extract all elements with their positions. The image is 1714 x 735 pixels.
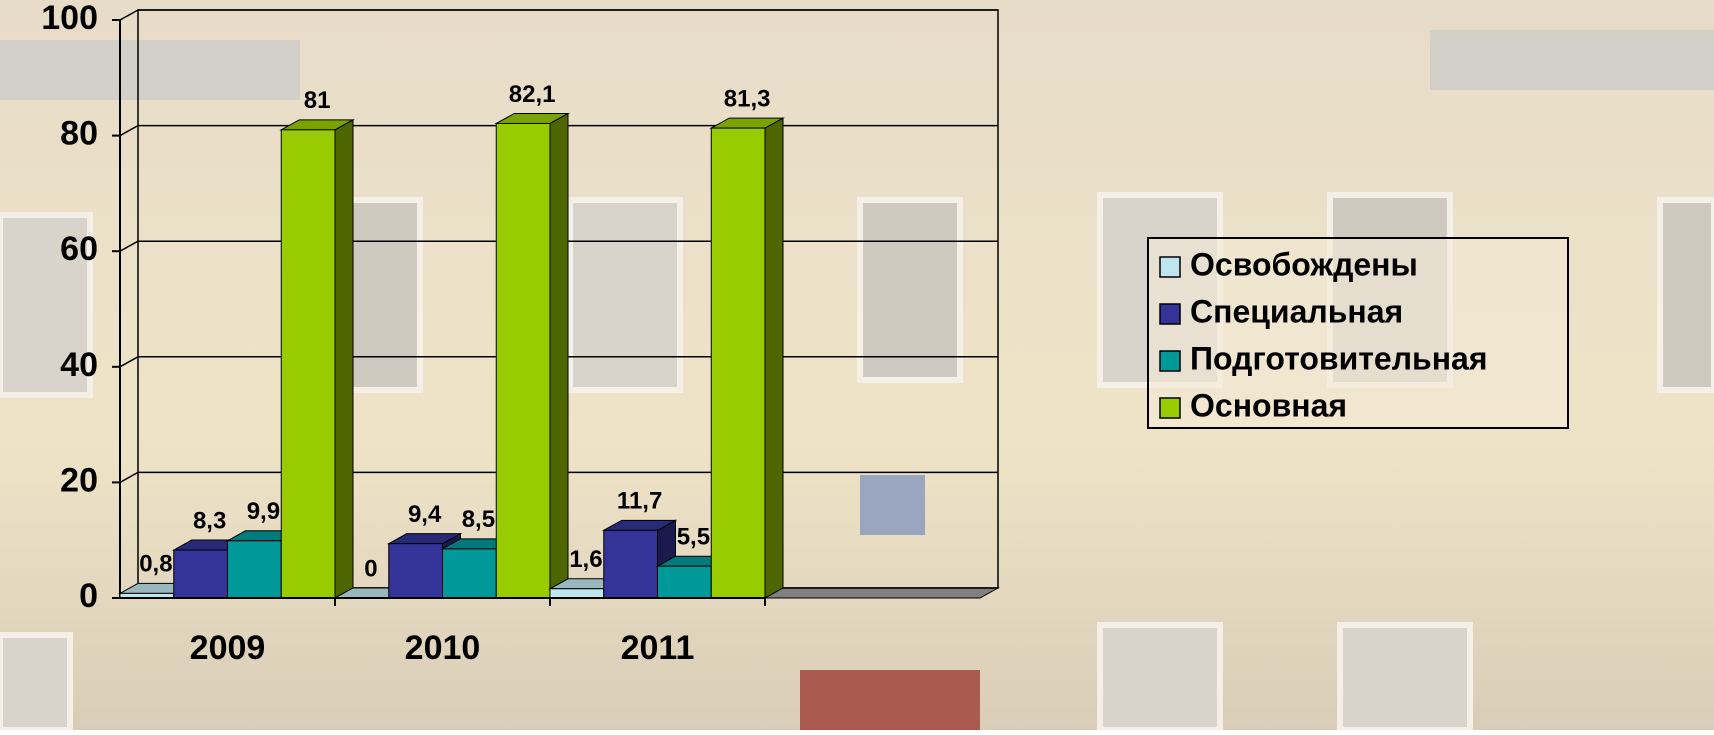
x-tick-label: 2010 xyxy=(405,629,481,667)
bar xyxy=(711,128,765,598)
x-tick-label: 2011 xyxy=(621,629,695,667)
bar-side xyxy=(550,113,568,598)
value-label: 1,6 xyxy=(569,546,602,573)
legend-swatch xyxy=(1160,304,1180,324)
value-label: 0,8 xyxy=(139,551,172,578)
bar xyxy=(658,566,712,598)
legend-swatch xyxy=(1160,257,1180,277)
page: 0 20 40 60 80 100 2009 0,8 8,3 9,9 81 2010 0 9,4 8,5 82… xyxy=(0,0,1714,730)
value-label: 81,3 xyxy=(724,85,771,112)
bar xyxy=(496,123,550,598)
legend-swatch xyxy=(1160,398,1180,418)
y-tick-label: 100 xyxy=(41,0,98,37)
bar xyxy=(550,589,604,598)
value-label: 9,4 xyxy=(408,501,442,528)
value-label: 82,1 xyxy=(509,81,556,108)
value-label: 81 xyxy=(304,87,331,114)
legend-label: Основная xyxy=(1190,387,1347,423)
bar xyxy=(228,541,282,598)
bar xyxy=(389,544,443,598)
bar xyxy=(443,549,497,598)
bar xyxy=(174,550,228,598)
bar xyxy=(604,530,658,598)
y-tick-label: 20 xyxy=(60,461,98,499)
y-tick-label: 60 xyxy=(60,230,98,268)
y-tick-label: 80 xyxy=(60,115,98,153)
x-tick-label: 2009 xyxy=(190,629,266,667)
legend-label: Специальная xyxy=(1190,293,1403,329)
chart: 0 20 40 60 80 100 2009 0,8 8,3 9,9 81 2010 0 9,4 8,5 82… xyxy=(0,0,1714,730)
bar-side xyxy=(765,118,783,598)
value-label: 8,3 xyxy=(193,507,226,534)
legend-swatch xyxy=(1160,351,1180,371)
value-label: 9,9 xyxy=(247,498,280,525)
legend-label: Подготовительная xyxy=(1190,340,1488,376)
bar xyxy=(281,130,335,598)
value-label: 0 xyxy=(364,555,377,582)
bar-side xyxy=(335,120,353,598)
y-tick-label: 0 xyxy=(79,577,98,615)
value-label: 11,7 xyxy=(617,488,662,515)
value-label: 5,5 xyxy=(677,524,710,551)
y-tick-label: 40 xyxy=(60,346,98,384)
legend-label: Освобождены xyxy=(1190,246,1418,282)
value-label: 8,5 xyxy=(462,506,495,533)
